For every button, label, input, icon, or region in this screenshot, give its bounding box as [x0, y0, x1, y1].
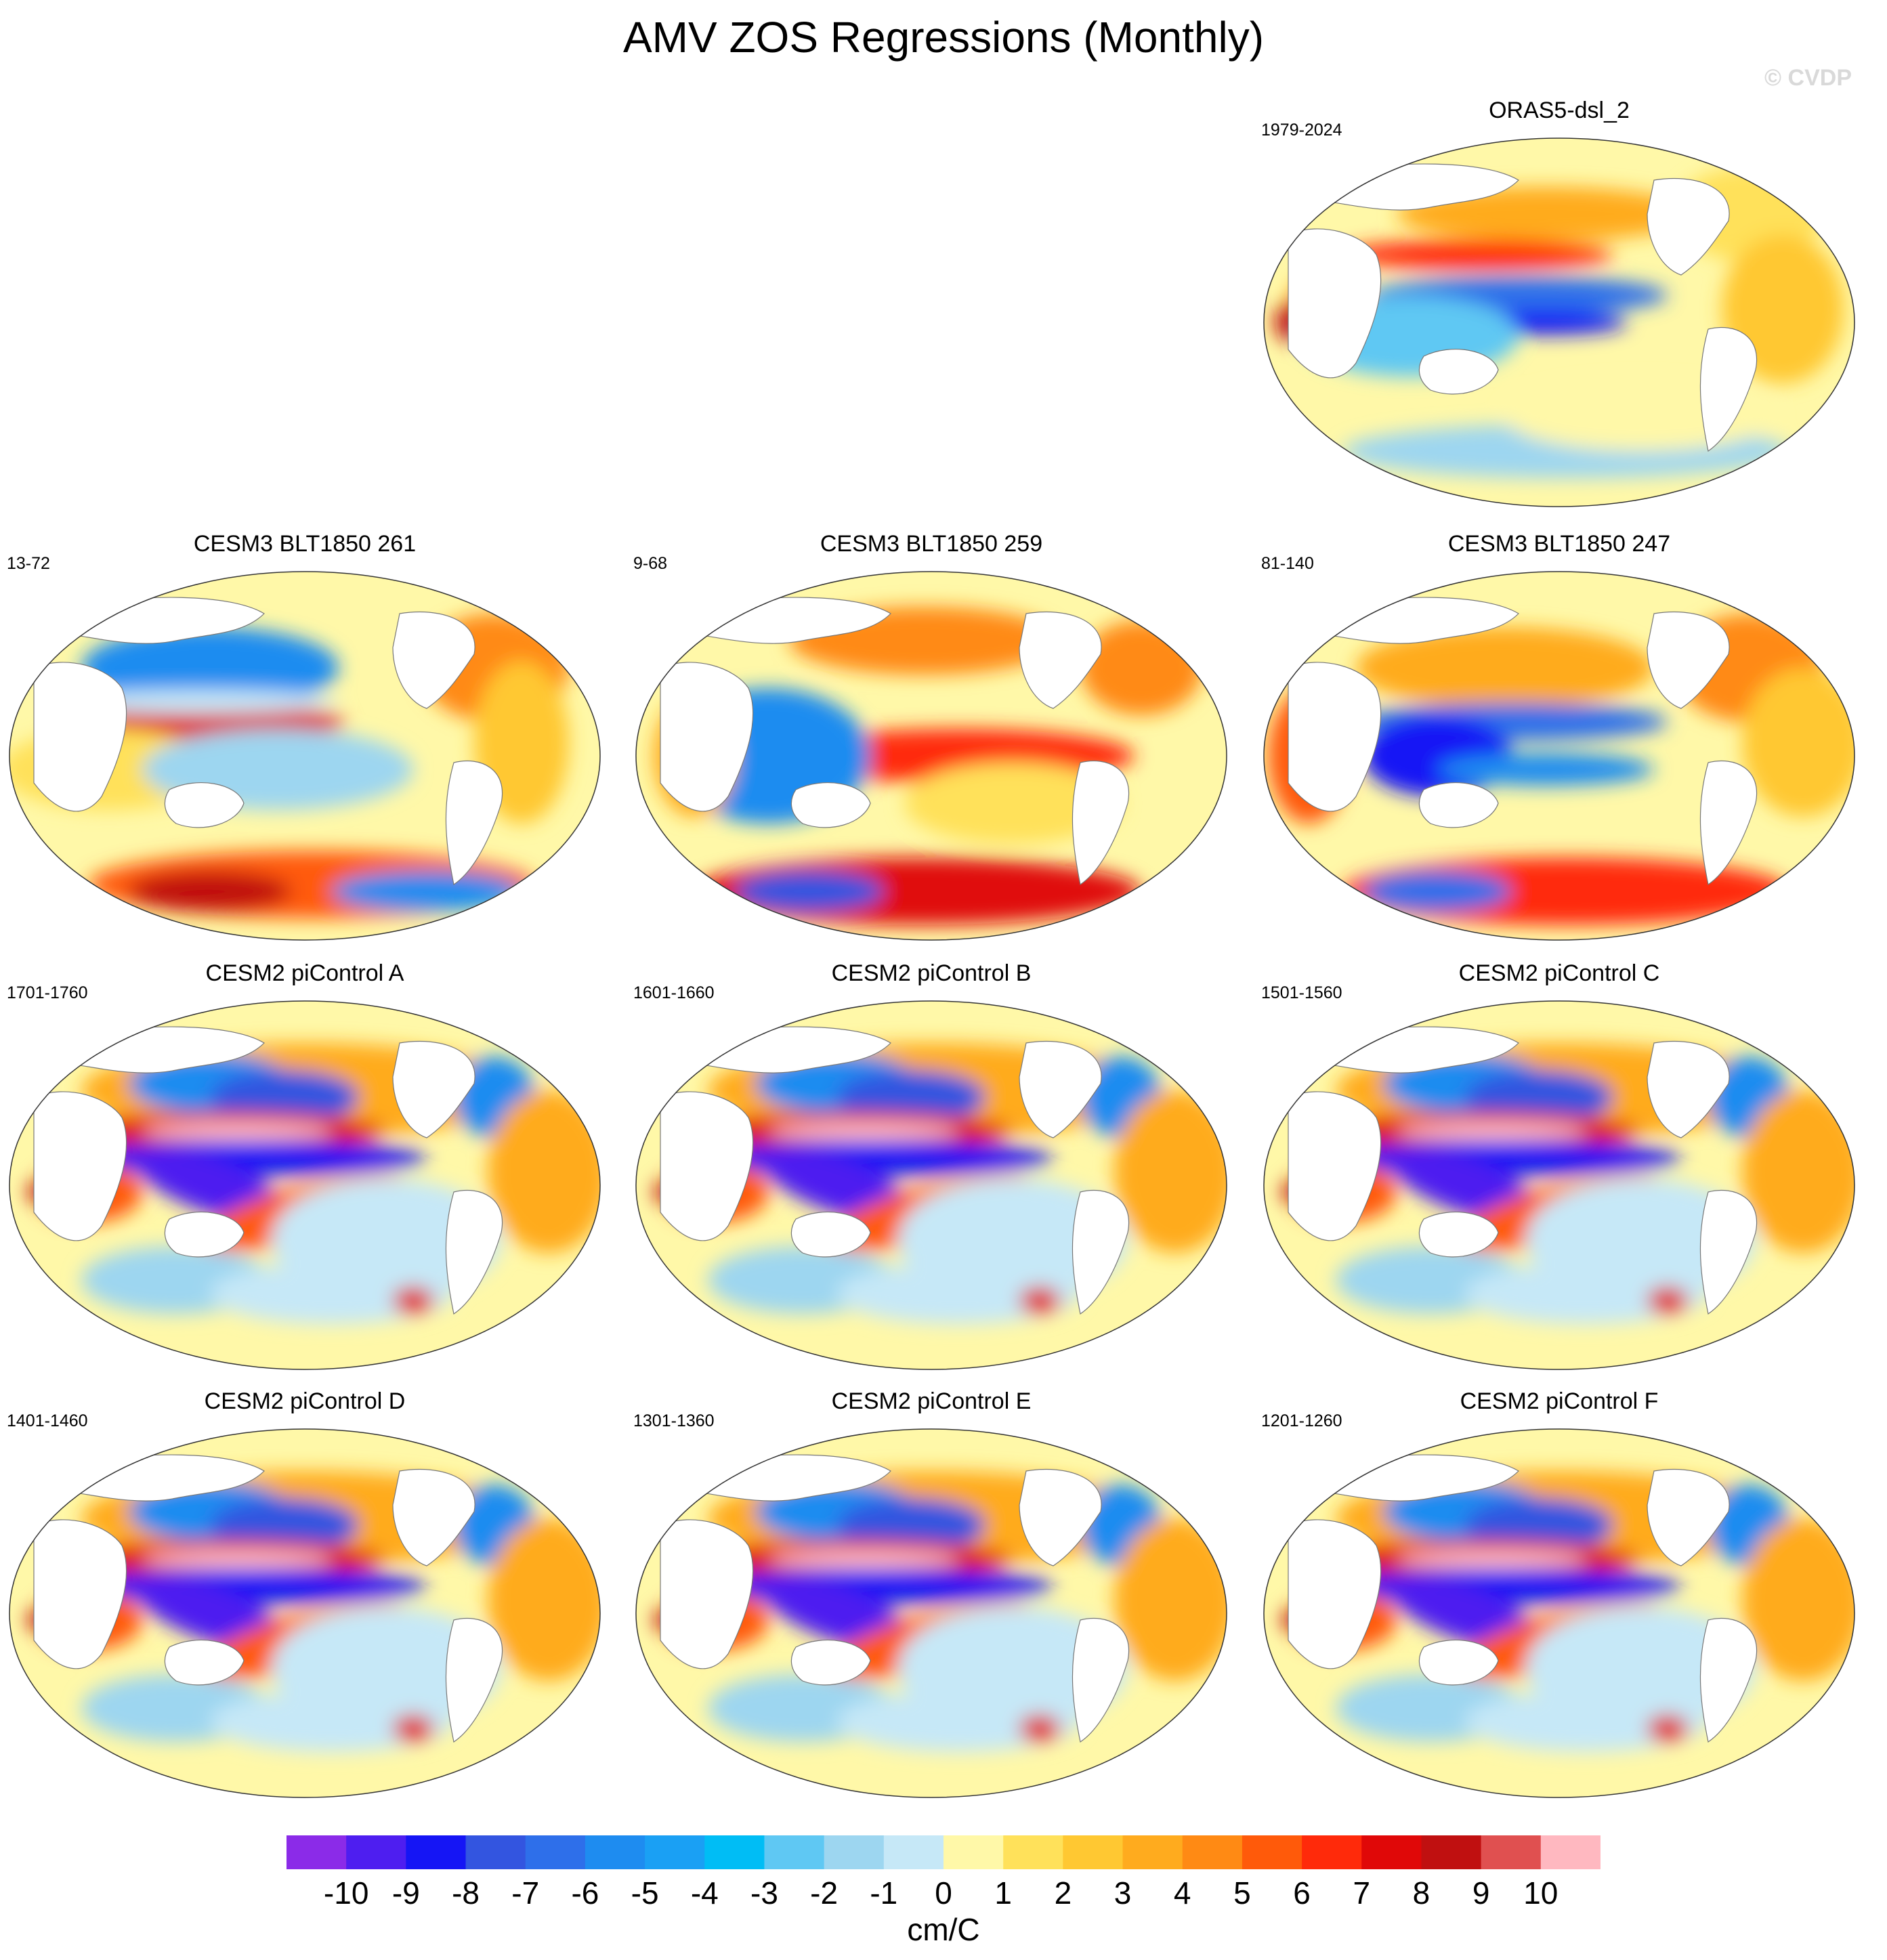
colorbar-swatch	[465, 1835, 526, 1869]
colorbar-swatch	[406, 1835, 467, 1869]
colorbar-tick-label: -4	[690, 1875, 719, 1911]
colorbar-swatch	[1540, 1835, 1600, 1869]
colorbar-swatch	[645, 1835, 705, 1869]
world-map	[9, 1000, 601, 1370]
panel-title: CESM3 BLT1850 261	[193, 531, 417, 557]
figure-title: AMV ZOS Regressions (Monthly)	[622, 13, 1265, 62]
world-map	[1263, 1428, 1855, 1798]
panel-title: CESM2 piControl E	[831, 1388, 1032, 1414]
map-panel: CESM3 BLT1850 247 81-140	[1261, 531, 1857, 941]
map-panel: CESM2 piControl D 1401-1460	[7, 1388, 603, 1798]
colorbar-swatch	[704, 1835, 765, 1869]
colorbar-tick-label: 10	[1523, 1875, 1559, 1911]
world-map	[9, 1428, 601, 1798]
panel-title: CESM3 BLT1850 247	[1447, 531, 1671, 557]
map-panel: CESM2 piControl B 1601-1660	[633, 960, 1229, 1370]
colorbar-tick-label: -7	[511, 1875, 540, 1911]
panel-period: 1501-1560	[1261, 983, 1342, 1002]
watermark: © CVDP	[1764, 65, 1852, 91]
colorbar-tick-label: 3	[1114, 1875, 1132, 1911]
panel-title: ORAS5-dsl_2	[1489, 98, 1630, 123]
panel-period: 9-68	[633, 554, 668, 573]
world-map	[1263, 1000, 1855, 1370]
colorbar-swatch	[1182, 1835, 1243, 1869]
colorbar-swatch	[585, 1835, 645, 1869]
panel-title: CESM2 piControl A	[205, 960, 404, 986]
colorbar-swatch	[883, 1835, 944, 1869]
panel-period: 1401-1460	[7, 1411, 88, 1430]
panel-period: 1701-1760	[7, 983, 88, 1002]
colorbar-tick-label: 7	[1353, 1875, 1371, 1911]
map-panel: CESM2 piControl F 1201-1260	[1261, 1388, 1857, 1798]
colorbar-swatch	[1122, 1835, 1183, 1869]
world-map	[1263, 571, 1855, 941]
world-map	[635, 571, 1227, 941]
colorbar-swatch	[287, 1835, 347, 1869]
panel-period: 1979-2024	[1261, 121, 1342, 140]
colorbar-tick-label: -10	[323, 1875, 369, 1911]
colorbar-tick-label: -5	[631, 1875, 659, 1911]
panel-period: 1301-1360	[633, 1411, 715, 1430]
world-map	[9, 571, 601, 941]
colorbar-tick-label: 9	[1472, 1875, 1490, 1911]
colorbar-tick-label: 4	[1173, 1875, 1191, 1911]
colorbar-swatch	[824, 1835, 885, 1869]
colorbar-swatch	[346, 1835, 406, 1869]
map-panel: CESM2 piControl E 1301-1360	[633, 1388, 1229, 1798]
colorbar-swatch	[944, 1835, 1004, 1869]
panel-title: CESM2 piControl D	[204, 1388, 406, 1414]
colorbar-tick-label: 0	[935, 1875, 952, 1911]
map-panel: CESM3 BLT1850 261 13-72	[7, 531, 603, 941]
colorbar-tick-label: 8	[1412, 1875, 1430, 1911]
colorbar-tick-label: -2	[810, 1875, 839, 1911]
panel-title: CESM2 piControl C	[1458, 960, 1660, 986]
colorbar-tick-label: -9	[391, 1875, 420, 1911]
panel-title: CESM3 BLT1850 259	[820, 531, 1043, 557]
world-map	[635, 1428, 1227, 1798]
colorbar-swatch	[1003, 1835, 1063, 1869]
panel-title: CESM2 piControl F	[1460, 1388, 1659, 1414]
colorbar-swatch	[1361, 1835, 1422, 1869]
colorbar-tick-label: 1	[994, 1875, 1012, 1911]
map-panel: CESM2 piControl A 1701-1760	[7, 960, 603, 1370]
colorbar-tick-label: -1	[870, 1875, 898, 1911]
map-panel: CESM3 BLT1850 259 9-68	[633, 531, 1229, 941]
colorbar-tick-label: -6	[571, 1875, 599, 1911]
panel-title: CESM2 piControl B	[831, 960, 1032, 986]
colorbar-swatch	[525, 1835, 586, 1869]
colorbar-tick-label: -8	[452, 1875, 480, 1911]
colorbar-units: cm/C	[907, 1912, 980, 1947]
colorbar-swatch	[764, 1835, 825, 1869]
colorbar-swatch	[1481, 1835, 1542, 1869]
colorbar-swatch	[1302, 1835, 1362, 1869]
panel-period: 1201-1260	[1261, 1411, 1342, 1430]
map-panel: CESM2 piControl C 1501-1560	[1261, 960, 1857, 1370]
colorbar-tick-label: 6	[1293, 1875, 1311, 1911]
map-panel: ORAS5-dsl_2 1979-2024	[1261, 98, 1857, 507]
colorbar-swatch	[1421, 1835, 1482, 1869]
panel-period: 13-72	[7, 554, 50, 573]
colorbar-tick-label: -3	[750, 1875, 778, 1911]
colorbar-tick-label: 2	[1054, 1875, 1072, 1911]
world-map	[635, 1000, 1227, 1370]
world-map	[1263, 137, 1855, 507]
colorbar-swatch	[1242, 1835, 1302, 1869]
colorbar-swatch	[1063, 1835, 1124, 1869]
colorbar	[287, 1835, 1600, 1869]
panel-period: 81-140	[1261, 554, 1314, 573]
colorbar-tick-label: 5	[1233, 1875, 1251, 1911]
panel-period: 1601-1660	[633, 983, 715, 1002]
